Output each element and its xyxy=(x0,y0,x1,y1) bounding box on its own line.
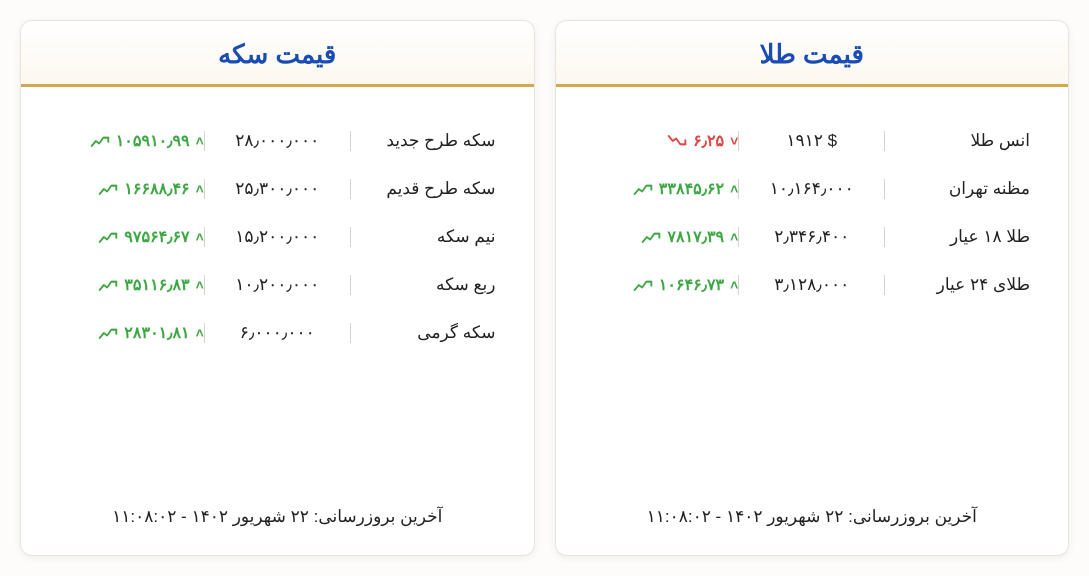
coin-row: سکه گرمی۶٫۰۰۰٫۰۰۰ ۲۸۳۰۱٫۸۱ ˄ xyxy=(51,309,504,357)
gold-row: مظنه تهران۱۰٫۱۶۴٫۰۰۰ ۳۳۸۴۵٫۶۲ ˄ xyxy=(586,165,1039,213)
coin-row: ربع سکه۱۰٫۲۰۰٫۰۰۰ ۳۵۱۱۶٫۸۳ ˄ xyxy=(51,261,504,309)
gold-change: ۳۳۸۴۵٫۶۲ ˄ xyxy=(586,179,739,199)
coin-change: ۳۵۱۱۶٫۸۳ ˄ xyxy=(51,275,204,295)
coin-table: سکه طرح جدید۲۸٫۰۰۰٫۰۰۰۱۰۵۹۱۰٫۹۹˄سکه طرح … xyxy=(51,117,504,491)
arrow-up-icon: ˄ xyxy=(196,229,204,245)
gold-last-update: آخرین بروزرسانی: ۲۲ شهریور ۱۴۰۲ - ۱۱:۰۸:… xyxy=(586,491,1039,535)
trend-up-icon xyxy=(633,278,653,292)
arrow-up-icon: ˄ xyxy=(730,181,738,197)
trend-up-icon xyxy=(98,278,118,292)
arrow-up-icon: ˄ xyxy=(730,229,738,245)
coin-change: ۹۷۵۶۴٫۶۷ ˄ xyxy=(51,227,204,247)
gold-card-title: قیمت طلا xyxy=(556,39,1069,70)
coin-name: سکه گرمی xyxy=(351,323,504,343)
coin-row: سکه طرح جدید۲۸٫۰۰۰٫۰۰۰ ۱۰۵۹۱۰٫۹۹ ˄ xyxy=(51,117,504,165)
gold-name: مظنه تهران xyxy=(885,179,1038,199)
change-value: ۳۵۱۱۶٫۸۳ xyxy=(124,275,189,295)
coin-price: ۶٫۰۰۰٫۰۰۰ xyxy=(204,323,351,343)
coin-card-body: سکه طرح جدید۲۸٫۰۰۰٫۰۰۰۱۰۵۹۱۰٫۹۹˄سکه طرح … xyxy=(21,87,534,555)
coin-change: ۲۸۳۰۱٫۸۱ ˄ xyxy=(51,323,204,343)
change-value: ۶٫۲۵ xyxy=(693,131,724,151)
trend-down-icon xyxy=(667,134,687,148)
coin-row: نیم سکه۱۵٫۲۰۰٫۰۰۰ ۹۷۵۶۴٫۶۷ ˄ xyxy=(51,213,504,261)
coin-price-card: قیمت سکه سکه طرح جدید۲۸٫۰۰۰٫۰۰۰۱۰۵۹۱۰٫۹۹… xyxy=(20,20,535,556)
gold-price: ۱۰٫۱۶۴٫۰۰۰ xyxy=(738,179,885,199)
trend-up-icon xyxy=(90,134,110,148)
arrow-up-icon: ˄ xyxy=(196,133,204,149)
coin-name: ربع سکه xyxy=(351,275,504,295)
gold-change: ۱۰۶۴۶٫۷۳ ˄ xyxy=(586,275,739,295)
gold-change: ۷۸۱۷٫۳۹ ˄ xyxy=(586,227,739,247)
trend-up-icon xyxy=(98,230,118,244)
trend-up-icon xyxy=(98,182,118,196)
coin-last-update: آخرین بروزرسانی: ۲۲ شهریور ۱۴۰۲ - ۱۱:۰۸:… xyxy=(51,491,504,535)
arrow-up-icon: ˄ xyxy=(196,325,204,341)
gold-price: ۱۹۱۲ $ xyxy=(738,131,885,151)
trend-up-icon xyxy=(633,182,653,196)
trend-up-icon xyxy=(98,326,118,340)
gold-price: ۳٫۱۲۸٫۰۰۰ xyxy=(738,275,885,295)
gold-row: طلا ۱۸ عیار۲٫۳۴۶٫۴۰۰ ۷۸۱۷٫۳۹ ˄ xyxy=(586,213,1039,261)
coin-row: سکه طرح قدیم۲۵٫۳۰۰٫۰۰۰ ۱۶۶۸۸٫۴۶ ˄ xyxy=(51,165,504,213)
gold-name: طلا ۱۸ عیار xyxy=(885,227,1038,247)
change-value: ۱۰۶۴۶٫۷۳ xyxy=(659,275,724,295)
gold-card-header: قیمت طلا xyxy=(556,21,1069,87)
change-value: ۷۸۱۷٫۳۹ xyxy=(667,227,724,247)
price-container: قیمت طلا انس طلا۱۹۱۲ $۶٫۲۵˅مظنه تهران۱۰٫… xyxy=(20,20,1069,556)
gold-change: ۶٫۲۵ ˅ xyxy=(586,131,739,151)
gold-card-body: انس طلا۱۹۱۲ $۶٫۲۵˅مظنه تهران۱۰٫۱۶۴٫۰۰۰۳۳… xyxy=(556,87,1069,555)
coin-price: ۲۸٫۰۰۰٫۰۰۰ xyxy=(204,131,351,151)
gold-row: طلای ۲۴ عیار۳٫۱۲۸٫۰۰۰ ۱۰۶۴۶٫۷۳ ˄ xyxy=(586,261,1039,309)
coin-price: ۱۰٫۲۰۰٫۰۰۰ xyxy=(204,275,351,295)
coin-change: ۱۰۵۹۱۰٫۹۹ ˄ xyxy=(51,131,204,151)
arrow-up-icon: ˄ xyxy=(196,181,204,197)
coin-name: نیم سکه xyxy=(351,227,504,247)
coin-card-title: قیمت سکه xyxy=(21,39,534,70)
gold-price: ۲٫۳۴۶٫۴۰۰ xyxy=(738,227,885,247)
gold-name: طلای ۲۴ عیار xyxy=(885,275,1038,295)
coin-name: سکه طرح جدید xyxy=(351,131,504,151)
arrow-up-icon: ˄ xyxy=(730,277,738,293)
change-value: ۳۳۸۴۵٫۶۲ xyxy=(659,179,724,199)
change-value: ۲۸۳۰۱٫۸۱ xyxy=(124,323,189,343)
gold-name: انس طلا xyxy=(885,131,1038,151)
arrow-down-icon: ˅ xyxy=(730,133,738,149)
gold-row: انس طلا۱۹۱۲ $ ۶٫۲۵ ˅ xyxy=(586,117,1039,165)
coin-card-header: قیمت سکه xyxy=(21,21,534,87)
coin-price: ۱۵٫۲۰۰٫۰۰۰ xyxy=(204,227,351,247)
coin-price: ۲۵٫۳۰۰٫۰۰۰ xyxy=(204,179,351,199)
coin-name: سکه طرح قدیم xyxy=(351,179,504,199)
trend-up-icon xyxy=(641,230,661,244)
change-value: ۱۶۶۸۸٫۴۶ xyxy=(124,179,189,199)
coin-change: ۱۶۶۸۸٫۴۶ ˄ xyxy=(51,179,204,199)
change-value: ۱۰۵۹۱۰٫۹۹ xyxy=(116,131,190,151)
change-value: ۹۷۵۶۴٫۶۷ xyxy=(124,227,189,247)
gold-price-card: قیمت طلا انس طلا۱۹۱۲ $ ۶٫۲۵ ˅ مظنه تهران۱۰٫… xyxy=(555,20,1070,556)
arrow-up-icon: ˄ xyxy=(196,277,204,293)
gold-table: انس طلا۱۹۱۲ $۶٫۲۵˅مظنه تهران۱۰٫۱۶۴٫۰۰۰۳۳… xyxy=(586,117,1039,491)
